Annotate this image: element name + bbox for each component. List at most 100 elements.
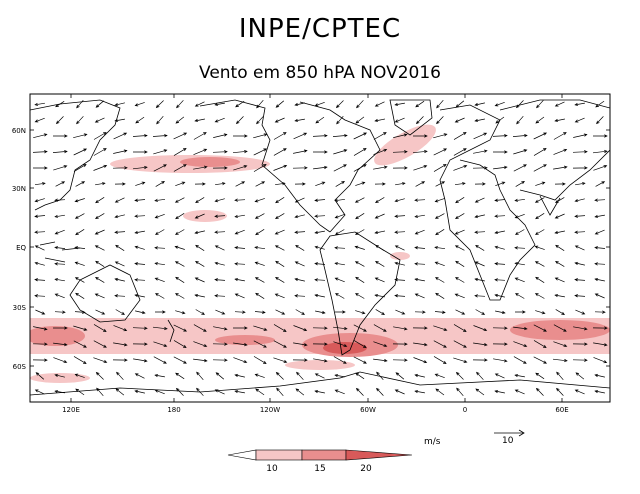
wind-vector <box>513 326 528 331</box>
wind-vector <box>475 388 485 396</box>
wind-vector <box>434 373 445 379</box>
wind-vector <box>234 373 245 378</box>
wind-vector <box>275 260 285 267</box>
wind-vector <box>474 118 485 123</box>
wind-vector <box>512 133 528 138</box>
colorbar-label: 20 <box>360 464 372 474</box>
page-title: INPE/CPTEC <box>238 14 402 44</box>
wind-vector <box>53 165 68 171</box>
wind-vector <box>234 310 246 314</box>
wind-vector <box>333 326 348 331</box>
wind-vector <box>533 324 547 332</box>
wind-vector <box>412 326 428 330</box>
wind-vector <box>34 102 45 107</box>
wind-vector <box>493 358 508 363</box>
wind-vector <box>232 149 248 154</box>
wind-vector <box>275 371 284 380</box>
wind-vector <box>114 277 125 282</box>
wind-vector <box>593 357 608 364</box>
wind-vector <box>55 116 64 125</box>
wind-vector <box>194 213 205 219</box>
wind-vector <box>175 116 185 124</box>
wind-vector <box>114 118 125 123</box>
wind-vector <box>474 277 485 282</box>
wind-vector <box>134 245 145 250</box>
wind-vector <box>134 389 145 394</box>
wind-vector <box>234 229 245 235</box>
wind-vector <box>472 358 488 362</box>
wind-vector <box>594 277 605 282</box>
wind-vector <box>113 325 128 332</box>
wind-vector <box>594 198 606 202</box>
wind-vector <box>34 389 45 395</box>
wind-vector <box>133 358 148 363</box>
wind-vector <box>394 198 405 203</box>
wind-vector <box>114 197 125 203</box>
wind-vector <box>533 147 547 156</box>
wind-vector <box>315 116 325 124</box>
wind-vector <box>134 373 145 379</box>
wind-vector <box>253 148 268 156</box>
colorbar-segment-20 <box>345 449 413 461</box>
wind-vector <box>193 358 208 363</box>
wind-vector <box>414 277 425 282</box>
wind-vector <box>494 214 506 218</box>
wind-vector <box>494 278 506 282</box>
shade-region <box>215 335 275 345</box>
wind-vector <box>294 261 305 267</box>
wind-vector <box>155 229 165 235</box>
wind-vector <box>256 116 264 125</box>
wind-vector <box>595 181 606 187</box>
colorbar-segment-10 <box>255 449 303 461</box>
shade-region <box>510 320 610 340</box>
wind-vector <box>375 244 385 251</box>
wind-vector <box>515 293 525 299</box>
wind-vector <box>395 372 405 380</box>
wind-vector <box>533 132 548 140</box>
coast-new-zealand <box>167 319 175 343</box>
wind-vector <box>274 276 285 283</box>
wind-vector <box>253 133 268 139</box>
wind-vector <box>173 324 188 332</box>
shade-region <box>374 124 436 166</box>
wind-vector <box>454 293 465 299</box>
wind-vector <box>433 163 447 172</box>
wind-vector <box>492 134 508 138</box>
lon-label: 60W <box>360 406 376 414</box>
wind-vector <box>55 181 66 187</box>
wind-vector <box>394 261 405 266</box>
wind-vector <box>475 244 485 251</box>
wind-vector <box>374 230 385 235</box>
wind-vector <box>355 293 365 299</box>
wind-vector <box>414 198 426 202</box>
wind-vector <box>175 387 184 396</box>
wind-vector <box>435 181 446 187</box>
wind-vector <box>413 357 428 364</box>
wind-vector <box>213 326 228 331</box>
wind-vector <box>355 310 366 315</box>
wind-vector <box>355 372 365 380</box>
wind-vector <box>274 245 285 251</box>
wind-vector <box>353 164 367 172</box>
wind-vector <box>234 214 245 219</box>
wind-vector <box>555 309 566 316</box>
wind-vector <box>294 294 306 298</box>
wind-vector <box>93 340 107 348</box>
wind-vector <box>394 389 405 395</box>
wind-vector <box>573 133 588 138</box>
wind-vector <box>54 277 65 282</box>
wind-vector <box>413 342 428 347</box>
wind-vector <box>93 324 107 333</box>
lat-ticks <box>30 129 610 367</box>
wind-vector <box>156 115 164 125</box>
wind-vector <box>175 213 185 220</box>
wind-vector <box>134 102 145 107</box>
wind-speed-shading <box>30 124 610 383</box>
wind-vector <box>395 182 406 186</box>
wind-vector <box>254 373 265 378</box>
wind-vector <box>255 388 265 396</box>
wind-vector <box>254 213 265 219</box>
wind-vector <box>253 163 267 172</box>
wind-vector <box>294 102 305 107</box>
lat-label: 30S <box>13 304 27 312</box>
